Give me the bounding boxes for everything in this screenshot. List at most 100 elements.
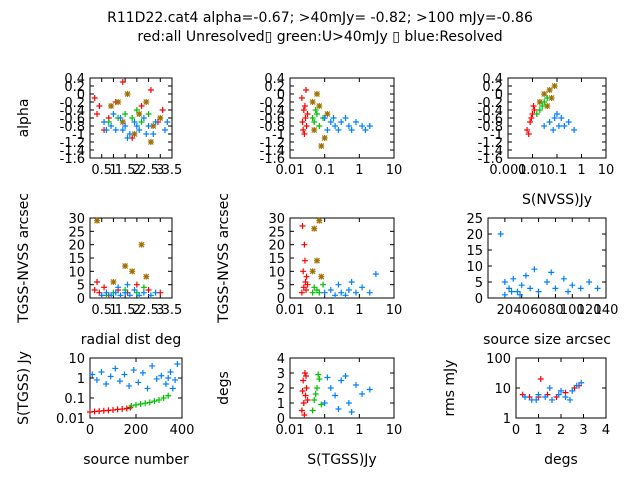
x-axis-label: S(NVSS)Jy [522,192,592,208]
y-tick-label: 15 [68,252,85,267]
x-tick-label: 60 [530,303,547,318]
data-point-blue [565,119,572,125]
data-point-green [320,281,327,288]
y-tick-label: 5 [277,279,285,294]
data-point-olive [321,135,328,141]
panel-7: 0 200 400 0.01 0.1 1 10 source number S(TGSS) Jy [16,351,194,468]
y-tick-label: -1.2 [260,136,285,151]
x-tick-label: 140 [594,303,619,318]
data-point-blue [165,375,172,381]
y-tick-label: 30 [268,212,285,227]
x-tick-label: 10 [598,163,615,178]
data-point-olive [316,217,323,224]
data-point-green [311,119,318,125]
x-tick-label: 100 [560,303,585,318]
y-tick-label: 3 [277,367,285,382]
data-point-olive [124,91,131,97]
y-tick-label: -1.6 [260,152,285,167]
y-axis-label: TGSS-NVSS arcsec [16,193,32,324]
data-point-red [302,392,309,399]
y-tick-label: 0 [277,412,285,427]
data-point-blue [506,285,513,292]
data-point-blue [117,292,124,299]
data-point-blue [569,282,576,289]
y-tick-label: 0.4 [264,72,285,87]
data-point-red [301,412,308,418]
y-tick-label: -0.4 [478,104,503,119]
data-point-red [528,115,535,121]
data-point-blue [366,386,373,393]
data-point-olive [313,257,320,264]
x-tick-label: 120 [577,303,602,318]
data-point-blue [135,379,142,386]
data-point-red [301,131,308,137]
data-point-olive [313,91,320,97]
data-point-green [539,103,546,109]
data-point-red [299,223,306,229]
data-point-blue [140,115,147,121]
data-point-red [303,87,310,93]
data-point-green [309,289,316,296]
data-point-olive [318,143,325,149]
data-point-blue [131,287,138,293]
data-point-blue [115,284,122,291]
data-point-blue [335,281,342,288]
data-point-blue [565,288,572,295]
data-point-green [151,398,158,405]
x-tick-label: 3.5 [162,303,183,318]
y-tick-label: -0.4 [60,104,85,119]
data-point-blue [335,127,342,133]
data-point-blue [327,119,334,125]
data-point-blue [527,285,534,292]
x-tick-label: 0.001 [489,163,526,178]
data-point-blue [122,123,129,129]
y-tick-label: 0 [77,88,85,103]
data-point-red [301,241,308,248]
data-point-olive [548,95,555,101]
x-tick-label: 1 [109,163,117,178]
x-tick-label: 0.1 [314,423,335,438]
data-point-red [302,115,309,121]
data-point-red [298,407,305,414]
data-point-blue [136,292,143,299]
data-point-blue [501,279,508,285]
data-point-red [91,287,98,293]
data-point-blue [130,367,137,374]
x-tick-label: 20 [497,303,514,318]
data-point-red [303,273,310,280]
x-tick-label: 2 [133,163,141,178]
data-point-blue [116,378,123,385]
x-tick-label: 0.01 [276,163,305,178]
data-point-red [300,400,307,406]
y-tick-label: -1 [490,128,503,143]
data-point-red [300,127,307,133]
data-point-blue [555,123,562,129]
y-tick-label: -1.4 [478,144,503,159]
y-tick-label: 5 [475,276,483,291]
data-point-red [119,79,126,85]
data-point-blue [508,288,515,295]
data-point-blue [522,272,529,279]
data-point-blue [152,119,159,125]
data-point-green [311,397,318,403]
y-tick-label: -0.2 [260,96,285,111]
data-point-green [165,392,172,399]
x-tick-label: 1 [577,163,585,178]
data-point-green [313,385,320,391]
data-point-red [300,268,307,275]
data-point-olive [546,87,553,93]
data-point-blue [522,394,528,401]
data-point-olive [110,279,117,285]
x-tick-label: 1 [109,303,117,318]
data-point-olive [541,91,548,97]
data-point-blue [359,391,366,397]
x-tick-label: 0.1 [314,163,335,178]
data-point-green [160,395,167,401]
x-axis-label: S(TGSS)Jy [307,452,376,468]
y-tick-label: 100 [486,352,511,367]
data-point-blue [348,409,355,415]
data-point-green [309,115,316,121]
